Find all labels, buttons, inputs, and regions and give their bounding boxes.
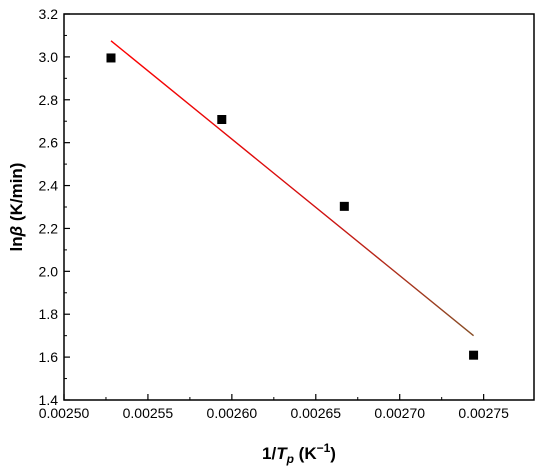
y-tick-label: 3.0 [39,49,59,65]
y-tick-label: 1.8 [39,306,59,322]
y-axis-label: lnβ (K/min) [7,163,26,252]
y-tick-label: 2.4 [39,178,59,194]
x-tick-label: 0.00260 [207,405,258,421]
data-point [106,53,116,63]
y-tick-label: 2.0 [39,263,59,279]
x-tick-label: 0.00265 [290,405,341,421]
data-point [339,201,349,211]
data-point [217,115,227,125]
y-tick-label: 3.2 [39,6,59,22]
y-tick-label: 2.6 [39,135,59,151]
x-axis-label: 1/Tp (K−1) [262,441,336,466]
y-tick-label: 2.8 [39,92,59,108]
y-tick-label: 2.2 [39,220,59,236]
plot-frame [63,13,535,401]
x-tick-label: 0.00250 [39,405,90,421]
y-tick-label: 1.4 [39,392,59,408]
y-tick-label: 1.6 [39,349,59,365]
data-point [469,350,479,360]
fit-line-group [110,40,475,337]
x-tick-label: 0.00270 [374,405,425,421]
x-tick-label: 0.00275 [458,405,509,421]
x-tick-label: 0.00255 [123,405,174,421]
data-points-group [106,53,479,360]
fit-line [110,40,475,337]
tick-group: 0.00250 0.00255 0.00260 0.00265 0.00270 0.002… [39,6,510,421]
